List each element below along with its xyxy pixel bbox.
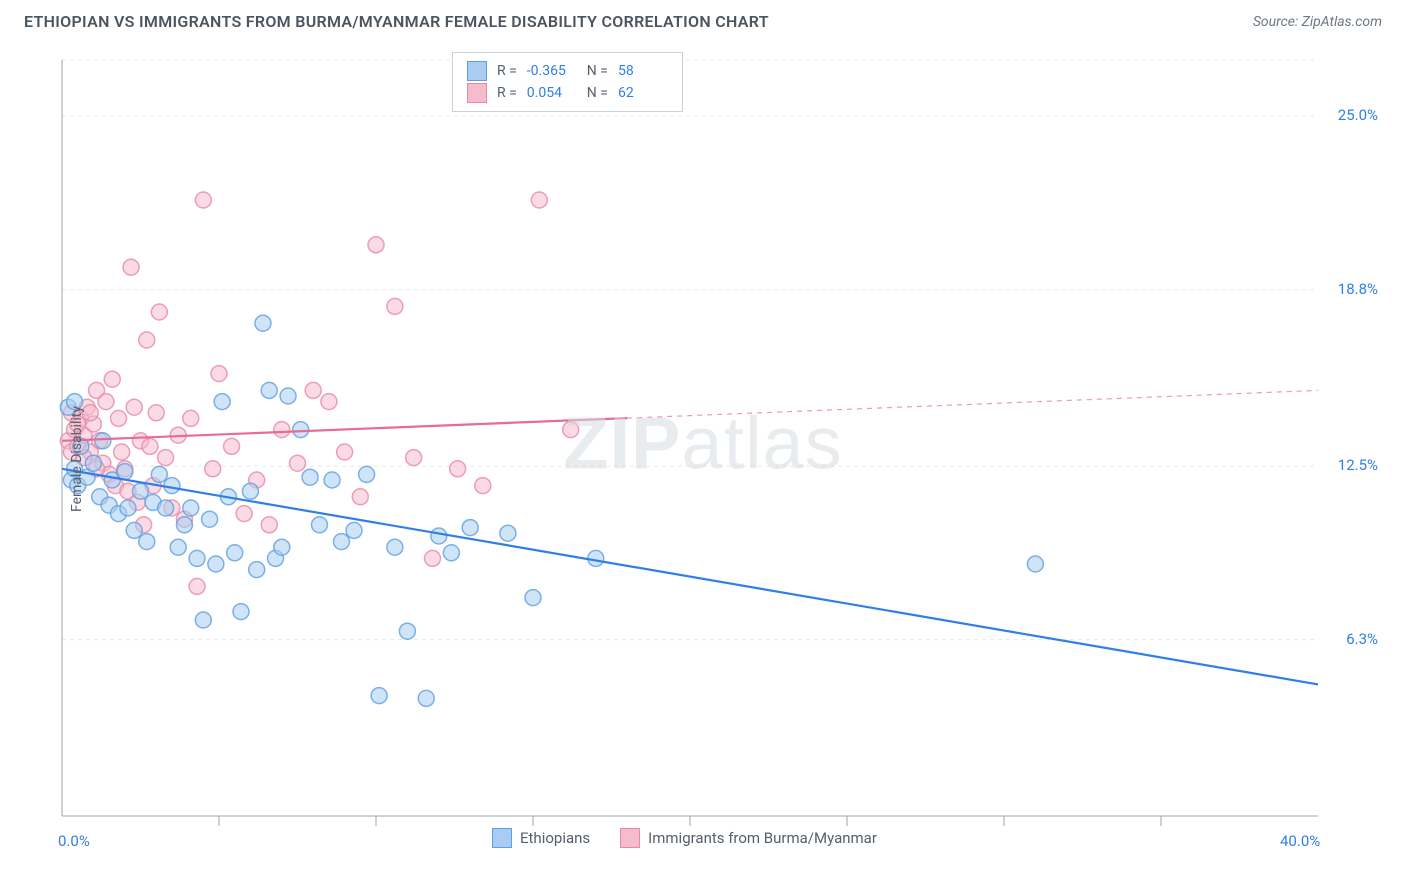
header: ETHIOPIAN VS IMMIGRANTS FROM BURMA/MYANM… <box>0 0 1406 39</box>
y-tick-label: 12.5% <box>1338 456 1378 474</box>
r-label: R = <box>497 63 517 79</box>
legend-label: Ethiopians <box>520 829 590 847</box>
y-tick-label: 6.3% <box>1346 630 1378 648</box>
x-max-label: 40.0% <box>1280 832 1320 850</box>
series-legend: Ethiopians Immigrants from Burma/Myanmar <box>492 828 877 848</box>
n-value: 58 <box>618 63 668 79</box>
source-label: Source: ZipAtlas.com <box>1253 14 1382 30</box>
r-value: 0.054 <box>527 85 577 101</box>
legend-item: Ethiopians <box>492 828 590 848</box>
r-value: -0.365 <box>527 63 577 79</box>
y-axis-label: Female Disability <box>69 406 85 512</box>
legend-swatch <box>467 61 487 81</box>
legend-swatch <box>620 828 640 848</box>
y-tick-label: 18.8% <box>1338 280 1378 298</box>
scatter-chart <box>22 48 1384 870</box>
legend-item: Immigrants from Burma/Myanmar <box>620 828 877 848</box>
chart-area: Female Disability ZIPatlas 6.3%12.5%18.8… <box>22 48 1384 870</box>
chart-title: ETHIOPIAN VS IMMIGRANTS FROM BURMA/MYANM… <box>24 12 769 31</box>
n-label: N = <box>587 63 608 79</box>
r-label: R = <box>497 85 517 101</box>
legend-swatch <box>492 828 512 848</box>
legend-label: Immigrants from Burma/Myanmar <box>648 829 877 847</box>
legend-row: R = -0.365 N = 58 <box>467 61 668 81</box>
n-value: 62 <box>618 85 668 101</box>
y-tick-label: 25.0% <box>1338 106 1378 124</box>
legend-row: R = 0.054 N = 62 <box>467 83 668 103</box>
x-min-label: 0.0% <box>58 832 90 850</box>
n-label: N = <box>587 85 608 101</box>
correlation-legend: R = -0.365 N = 58R = 0.054 N = 62 <box>452 52 683 112</box>
legend-swatch <box>467 83 487 103</box>
